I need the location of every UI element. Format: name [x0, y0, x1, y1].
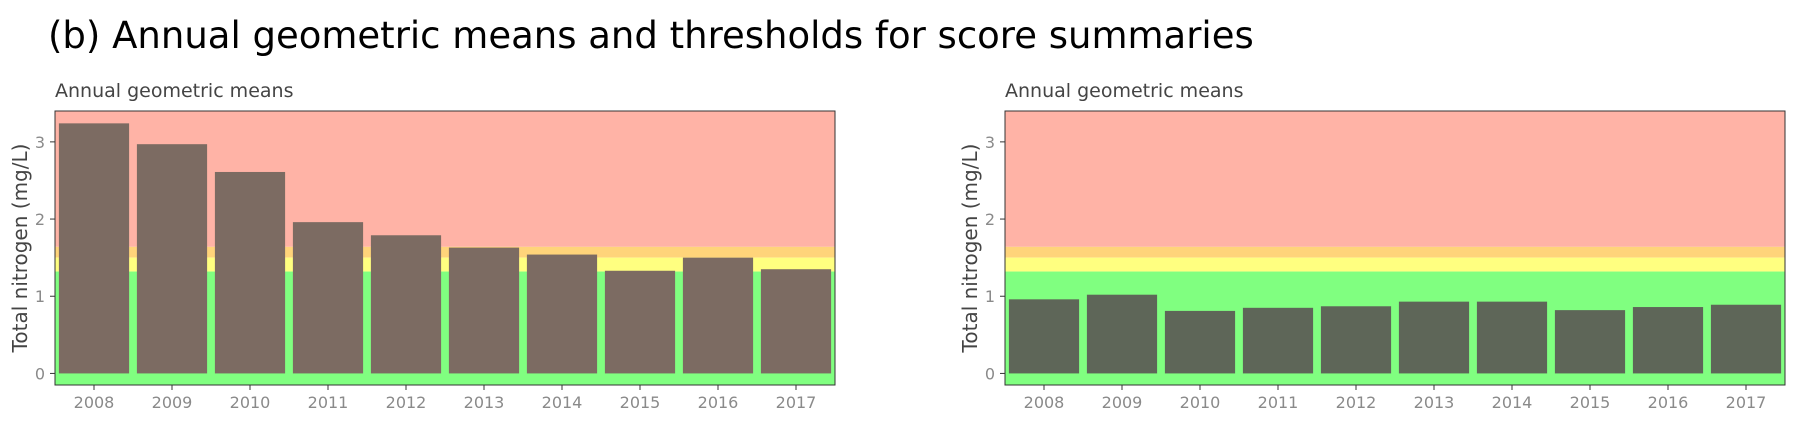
- bar-2009: [1086, 294, 1158, 374]
- x-tick-label: 2009: [1102, 393, 1143, 412]
- bar-2015: [604, 270, 676, 374]
- bar-2016: [1632, 307, 1704, 374]
- threshold-band-orange: [1005, 246, 1785, 258]
- x-tick-label: 2012: [1336, 393, 1377, 412]
- bar-2015: [1554, 310, 1626, 374]
- bar-2017: [1710, 304, 1782, 374]
- threshold-band-red: [1005, 111, 1785, 247]
- bar-2012: [1320, 306, 1392, 374]
- bar-2010: [1164, 310, 1236, 374]
- x-tick-label: 2008: [74, 393, 115, 412]
- bar-2017: [760, 269, 832, 374]
- bar-2011: [1242, 307, 1314, 374]
- bar-2012: [370, 235, 442, 374]
- bar-2008: [58, 123, 130, 374]
- panel-title: Annual geometric means: [55, 80, 293, 102]
- x-tick-label: 2017: [776, 393, 817, 412]
- x-tick-label: 2015: [620, 393, 661, 412]
- y-tick-label: 0: [985, 364, 995, 383]
- bar-2009: [136, 144, 208, 374]
- threshold-band-yellow: [1005, 257, 1785, 272]
- bar-2016: [682, 257, 754, 374]
- panel-title: Annual geometric means: [1005, 80, 1243, 102]
- y-tick-label: 3: [35, 133, 45, 152]
- bar-2013: [1398, 301, 1470, 374]
- x-tick-label: 2012: [386, 393, 427, 412]
- x-tick-label: 2010: [1180, 393, 1221, 412]
- threshold-band-orange: [55, 246, 835, 258]
- y-tick-label: 3: [985, 133, 995, 152]
- bar-2013: [448, 247, 520, 374]
- x-tick-label: 2013: [1414, 393, 1455, 412]
- x-tick-label: 2016: [1648, 393, 1689, 412]
- x-tick-label: 2009: [152, 393, 193, 412]
- bar-2008: [1008, 299, 1080, 374]
- y-axis-label: Total nitrogen (mg/L): [958, 144, 982, 354]
- plot-frame: [54, 110, 836, 386]
- y-tick-label: 1: [35, 287, 45, 306]
- x-tick-label: 2010: [230, 393, 271, 412]
- bar-2014: [526, 254, 598, 374]
- plot-frame: [1004, 110, 1786, 386]
- x-tick-label: 2011: [1258, 393, 1299, 412]
- x-tick-label: 2015: [1570, 393, 1611, 412]
- x-tick-label: 2008: [1024, 393, 1065, 412]
- y-tick-label: 2: [985, 210, 995, 229]
- x-tick-label: 2014: [1492, 393, 1533, 412]
- bar-2010: [214, 171, 286, 374]
- figure-title: (b) Annual geometric means and threshold…: [48, 14, 1254, 57]
- x-tick-label: 2017: [1726, 393, 1767, 412]
- bar-2014: [1476, 301, 1548, 374]
- y-axis-label: Total nitrogen (mg/L): [8, 144, 32, 354]
- y-tick-label: 1: [985, 287, 995, 306]
- x-tick-label: 2013: [464, 393, 505, 412]
- x-tick-label: 2014: [542, 393, 583, 412]
- bar-2011: [292, 222, 364, 374]
- y-tick-label: 2: [35, 210, 45, 229]
- x-tick-label: 2016: [698, 393, 739, 412]
- y-tick-label: 0: [35, 364, 45, 383]
- x-tick-label: 2011: [308, 393, 349, 412]
